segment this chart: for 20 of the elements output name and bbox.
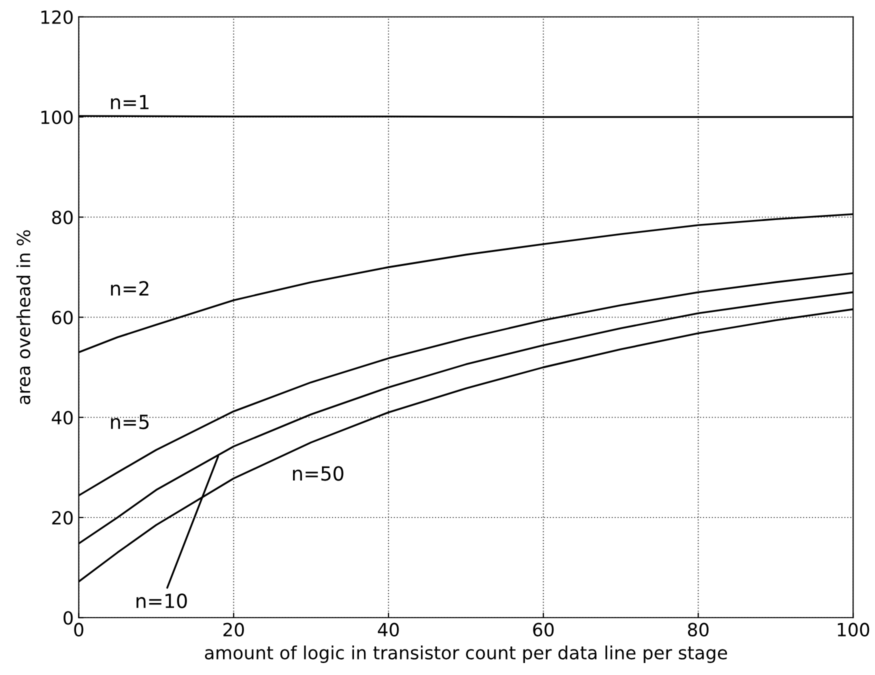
- x-tick-label: 0: [74, 622, 84, 636]
- text: n=10: [136, 594, 187, 608]
- series-label: n=50: [293, 466, 344, 481]
- x-tick-label: 100: [838, 622, 870, 636]
- y-tick-label: 80: [52, 210, 73, 224]
- x-axis-title: amount of logic in transistor count per data line per stage: [204, 646, 728, 663]
- y-tick-label: 20: [52, 510, 73, 525]
- series-label: n=1: [111, 95, 148, 110]
- y-tick-label: 120: [41, 10, 73, 24]
- y-tick-label: 100: [41, 110, 73, 124]
- y-tick-label: 60: [52, 310, 73, 324]
- y-tick-label: 40: [52, 410, 73, 424]
- y-tick-label: 0: [64, 611, 73, 625]
- x-tick-label: 20: [223, 622, 244, 636]
- series-label: n=5: [111, 414, 149, 430]
- x-tick-label: 40: [378, 622, 399, 636]
- y-axis-title: area overhead in %: [16, 230, 30, 404]
- x-tick-label: 60: [533, 622, 554, 636]
- series-label: n=2: [111, 281, 148, 296]
- x-tick-label: 80: [688, 622, 709, 636]
